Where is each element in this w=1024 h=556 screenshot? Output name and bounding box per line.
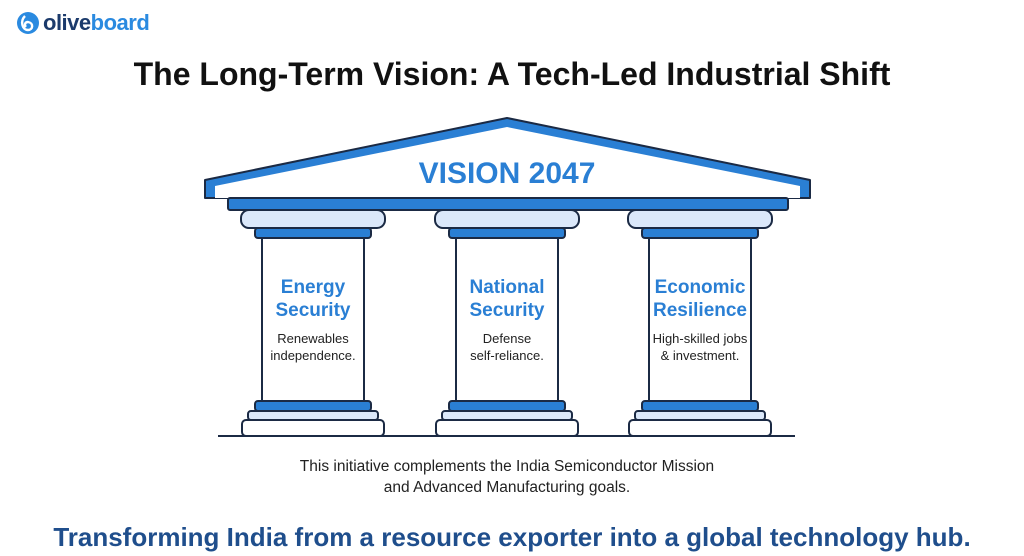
- logo-icon: [17, 12, 39, 34]
- page-title: The Long-Term Vision: A Tech-Led Industr…: [133, 56, 891, 92]
- pillar-energy-desc: Renewables independence.: [270, 331, 356, 363]
- entablature: [227, 197, 789, 211]
- pillar-national-desc: Defense self-reliance.: [470, 331, 544, 363]
- pillar-1-capital-band: [254, 227, 372, 239]
- pillar-1-base-band: [254, 400, 372, 412]
- pillar-3-capital-top: [627, 209, 773, 229]
- pillar-1-base-plinth: [241, 419, 385, 437]
- pillar-3-capital-band: [641, 227, 759, 239]
- pillar-3-base-band: [641, 400, 759, 412]
- tagline: Transforming India from a resource expor…: [53, 522, 971, 552]
- logo-text-olive: olive: [43, 10, 91, 35]
- pillar-national-title: National Security: [469, 277, 545, 321]
- pillar-3-base-plinth: [628, 419, 772, 437]
- pillar-energy-title: Energy Security: [275, 277, 351, 321]
- pillar-2-capital-band: [448, 227, 566, 239]
- pillar-1-shaft: [261, 237, 365, 403]
- pillar-3-base-mid: [634, 410, 766, 421]
- pillar-1-capital-top: [240, 209, 386, 229]
- note-text: This initiative complements the India Se…: [299, 458, 715, 496]
- roof-label: VISION 2047: [419, 157, 596, 190]
- pillar-2-capital-top: [434, 209, 580, 229]
- pillar-2-base-band: [448, 400, 566, 412]
- logo-text-board: board: [90, 10, 150, 35]
- pillar-2-base-mid: [441, 410, 573, 421]
- pillar-1-base-mid: [247, 410, 379, 421]
- pillar-2-base-plinth: [435, 419, 579, 437]
- pillar-2-shaft: [455, 237, 559, 403]
- roof-inner: [215, 127, 800, 198]
- pillar-economic-desc: High-skilled jobs & investment.: [652, 331, 748, 363]
- oliveboard-logo: oliveboard: [16, 10, 150, 36]
- pillar-economic-title: Economic Resilience: [653, 277, 747, 321]
- pillar-3-shaft: [648, 237, 752, 403]
